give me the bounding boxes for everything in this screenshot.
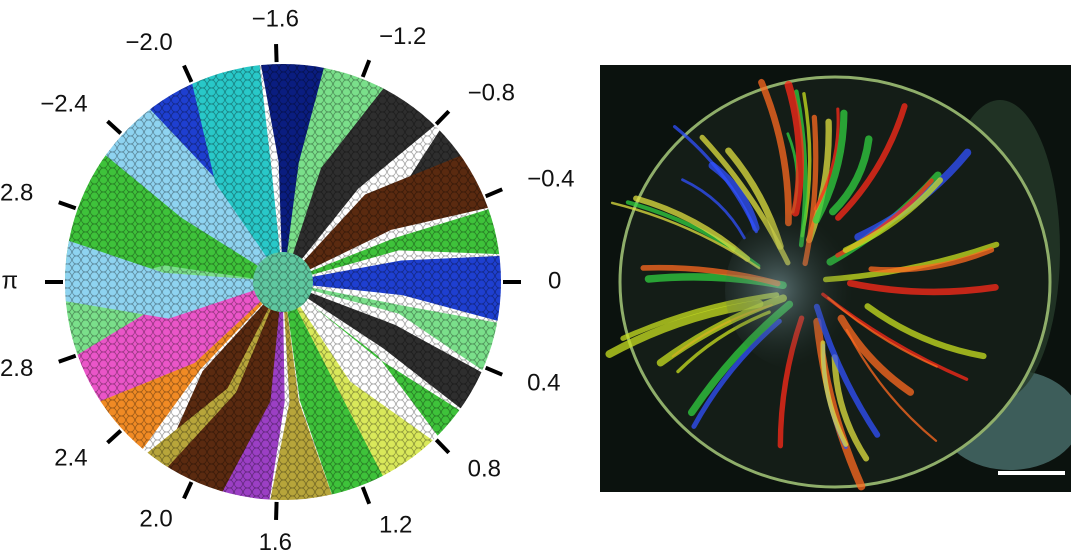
tick-mark: [363, 60, 370, 77]
figure: −1.6 −1.2 −0.8 −0.4 0 0.4 0.8 1.2 1.6 2.0 2.4 2.8 π −…: [0, 0, 1076, 556]
tick-mark: [59, 202, 76, 208]
micrograph: [600, 65, 1076, 492]
tick-mark: [184, 66, 191, 82]
tick-label: −0.4: [527, 165, 574, 192]
tick-label: −0.8: [468, 79, 515, 106]
tick-mark: [59, 356, 76, 362]
tick-mark: [184, 482, 191, 498]
tick-label: −1.6: [252, 5, 299, 32]
tick-label: 2.0: [139, 506, 172, 533]
tick-label: 2.8: [0, 355, 33, 382]
tick-mark: [108, 121, 121, 133]
tick-mark: [486, 368, 503, 375]
tick-label: −1.2: [379, 23, 426, 50]
tick-label: 0.8: [468, 455, 501, 482]
tick-label: 2.4: [54, 444, 87, 471]
tick-label: 1.2: [379, 512, 412, 539]
tick-label: π: [1, 267, 18, 294]
tick-mark: [276, 502, 277, 520]
page: −1.6 −1.2 −0.8 −0.4 0 0.4 0.8 1.2 1.6 2.0 2.4 2.8 π −…: [0, 0, 1076, 556]
tick-mark: [108, 431, 121, 443]
tick-mark: [486, 189, 503, 196]
center-glow: [725, 210, 875, 370]
cell-texture: [65, 64, 501, 500]
tick-mark: [436, 440, 449, 453]
tick-mark: [363, 487, 370, 504]
tick-label: 0.4: [527, 369, 560, 396]
tick-label: 1.6: [259, 529, 292, 556]
tick-mark: [436, 111, 449, 124]
tick-label: −2.4: [40, 90, 87, 117]
tick-label: −2.8: [0, 180, 33, 207]
tick-label: 0: [548, 267, 561, 294]
tick-mark: [276, 44, 277, 62]
tick-label: −2.0: [125, 29, 172, 56]
